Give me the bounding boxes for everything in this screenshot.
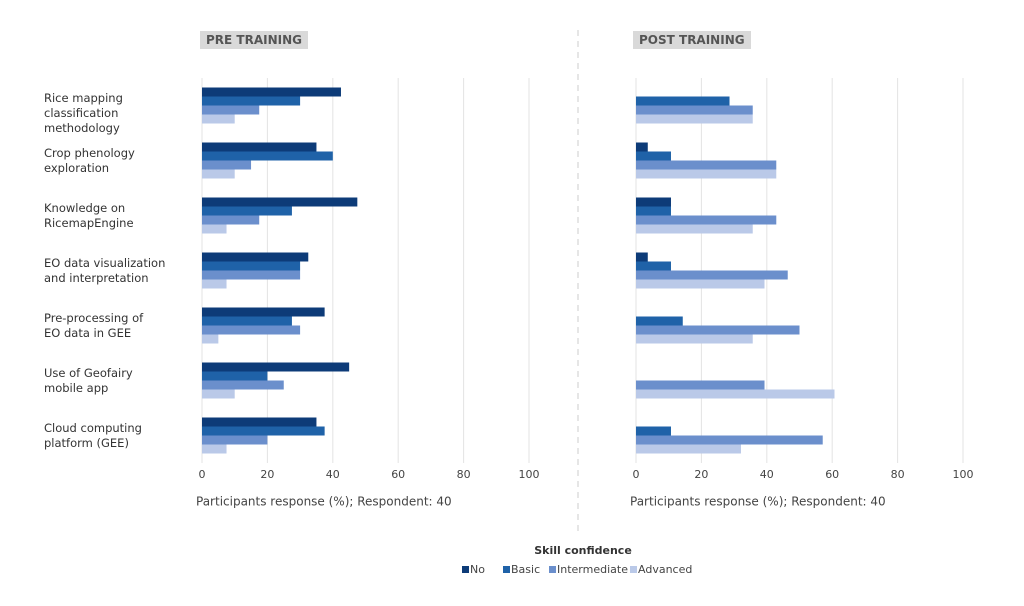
x-tick-label: 0	[199, 468, 206, 481]
bar	[636, 142, 648, 152]
bar	[202, 261, 301, 271]
bar	[636, 316, 683, 326]
bar	[202, 380, 284, 390]
bar	[202, 151, 333, 161]
x-tick-label: 40	[760, 468, 774, 481]
bar	[202, 307, 325, 317]
bar	[636, 380, 765, 390]
bar	[636, 206, 671, 216]
bar	[202, 316, 292, 326]
legend-label: No	[470, 563, 485, 576]
bar	[636, 334, 753, 344]
category-label: Knowledge on RicemapEngine	[44, 200, 134, 230]
bar	[636, 96, 730, 106]
legend-label: Advanced	[638, 563, 692, 576]
bar	[636, 270, 788, 280]
bar	[202, 389, 235, 399]
bar	[202, 206, 292, 216]
bar	[636, 151, 671, 161]
category-label: Rice mapping classification methodology	[44, 90, 123, 135]
x-tick-label: 20	[694, 468, 708, 481]
x-axis-label: Participants response (%); Respondent: 4…	[196, 495, 452, 509]
bar	[636, 261, 671, 271]
bar	[202, 362, 350, 372]
bar	[202, 435, 268, 445]
bar	[202, 334, 219, 344]
legend-swatch	[549, 566, 556, 573]
legend-swatch	[503, 566, 510, 573]
bar	[202, 105, 260, 115]
bar	[636, 114, 753, 124]
bar	[202, 417, 317, 427]
x-tick-label: 100	[519, 468, 540, 481]
bar	[636, 444, 741, 454]
bar	[636, 426, 671, 436]
bar	[636, 224, 753, 234]
bar	[636, 325, 800, 335]
bar	[636, 435, 823, 445]
category-label: Crop phenology exploration	[44, 145, 135, 175]
legend-title: Skill confidence	[534, 544, 632, 557]
bar	[636, 389, 835, 399]
bar	[636, 160, 777, 170]
x-tick-label: 20	[260, 468, 274, 481]
bar	[202, 279, 227, 289]
legend-swatch	[630, 566, 637, 573]
bar	[202, 270, 301, 280]
legend-label: Basic	[511, 563, 540, 576]
x-axis-label: Participants response (%); Respondent: 4…	[630, 495, 886, 509]
panel-title: POST TRAINING	[633, 31, 751, 49]
bar	[202, 96, 301, 106]
category-label: Pre-processing of EO data in GEE	[44, 310, 144, 340]
bar	[202, 325, 301, 335]
panel-title: PRE TRAINING	[200, 31, 308, 49]
bar	[202, 114, 235, 124]
bar	[636, 197, 671, 207]
x-tick-label: 40	[326, 468, 340, 481]
bar	[202, 215, 260, 225]
bar	[202, 169, 235, 179]
bar	[202, 371, 268, 381]
bar	[636, 169, 777, 179]
x-tick-label: 0	[633, 468, 640, 481]
bar	[202, 252, 309, 262]
x-tick-label: 80	[891, 468, 905, 481]
x-tick-label: 60	[825, 468, 839, 481]
bar	[202, 87, 341, 97]
bar	[202, 197, 358, 207]
bar	[202, 444, 227, 454]
bar	[202, 160, 252, 170]
x-tick-label: 100	[953, 468, 974, 481]
bar	[202, 142, 317, 152]
category-label: Cloud computing platform (GEE)	[44, 420, 142, 450]
x-tick-label: 60	[391, 468, 405, 481]
bar	[636, 105, 753, 115]
bar	[636, 215, 777, 225]
legend-swatch	[462, 566, 469, 573]
category-label: EO data visualization and interpretation	[44, 255, 166, 285]
category-label: Use of Geofairy mobile app	[44, 365, 133, 395]
bar	[636, 252, 648, 262]
bar	[202, 426, 325, 436]
legend-label: Intermediate	[557, 563, 628, 576]
bar	[636, 279, 765, 289]
bar	[202, 224, 227, 234]
x-tick-label: 80	[457, 468, 471, 481]
